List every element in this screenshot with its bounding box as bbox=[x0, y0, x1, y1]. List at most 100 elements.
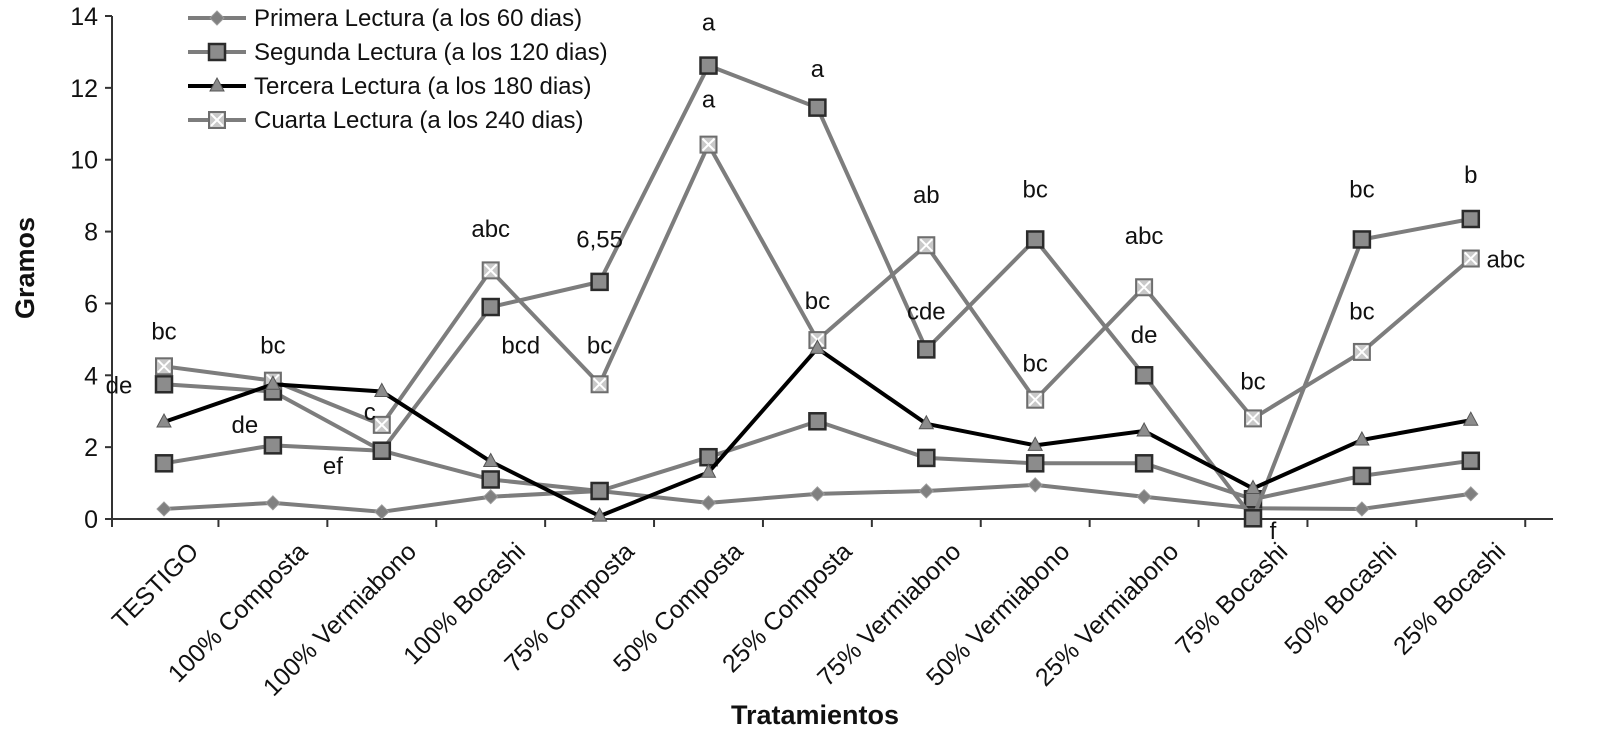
diamond-marker bbox=[809, 486, 826, 502]
x-square-cross bbox=[1028, 393, 1042, 407]
square-marker bbox=[263, 436, 283, 455]
square-marker bbox=[590, 481, 609, 501]
significance-label: a bbox=[702, 87, 716, 114]
triangle-marker bbox=[1462, 411, 1479, 426]
significance-label: bc bbox=[1349, 176, 1374, 203]
legend-item: Cuarta Lectura (a los 240 dias) bbox=[188, 107, 584, 134]
diamond-marker bbox=[156, 501, 172, 517]
significance-label: bcd bbox=[501, 333, 540, 360]
x-square-cross bbox=[210, 113, 224, 127]
triangle-marker bbox=[156, 412, 172, 428]
significance-label: bc bbox=[805, 288, 830, 315]
triangle-marker bbox=[809, 339, 826, 354]
x-tick-label: 75% Bocashi bbox=[1170, 537, 1293, 660]
x-square-cross bbox=[1355, 345, 1369, 359]
square-marker bbox=[699, 447, 718, 467]
series-5 bbox=[154, 56, 1481, 528]
diamond-marker bbox=[482, 489, 499, 505]
square-marker bbox=[1025, 230, 1045, 249]
y-tick-label: 10 bbox=[70, 147, 98, 175]
diamond-marker bbox=[700, 495, 717, 511]
significance-label: abc bbox=[1125, 223, 1164, 250]
triangle-marker bbox=[209, 76, 225, 92]
triangle-marker bbox=[1354, 430, 1370, 446]
diamond-marker bbox=[1354, 501, 1370, 517]
diamond-marker bbox=[209, 10, 225, 26]
x-axis-title: Tratamientos bbox=[731, 700, 899, 730]
x-square-cross bbox=[157, 359, 171, 374]
x-tick-label: TESTIGO bbox=[107, 537, 204, 634]
square-marker bbox=[481, 297, 500, 317]
x-square-cross bbox=[701, 137, 716, 152]
triangle-marker bbox=[482, 452, 499, 468]
diamond-marker bbox=[1463, 486, 1479, 502]
legend-label: Cuarta Lectura (a los 240 dias) bbox=[254, 107, 584, 134]
triangle-marker bbox=[1136, 421, 1152, 437]
significance-label: c bbox=[364, 399, 376, 426]
series-layer bbox=[154, 56, 1481, 528]
significance-label: bc bbox=[587, 333, 612, 360]
significance-label: de bbox=[1131, 322, 1158, 349]
significance-label: abc bbox=[471, 216, 510, 243]
legend: Primera Lectura (a los 60 dias) Segunda L… bbox=[188, 5, 608, 134]
square-marker bbox=[699, 56, 718, 75]
square-marker bbox=[590, 272, 609, 292]
square-marker bbox=[917, 340, 936, 359]
square-marker bbox=[481, 470, 500, 489]
diamond-marker bbox=[374, 504, 390, 520]
x-square-cross bbox=[375, 418, 389, 432]
x-square-cross bbox=[919, 238, 934, 252]
series-3 bbox=[156, 339, 1479, 522]
x-tick-label: 50% Bocashi bbox=[1279, 537, 1402, 660]
y-tick-label: 6 bbox=[84, 290, 98, 318]
triangle-marker bbox=[373, 382, 390, 397]
square-marker bbox=[154, 454, 174, 473]
triangle-marker bbox=[700, 463, 717, 478]
x-tick-label: 25% Bocashi bbox=[1388, 537, 1511, 660]
triangle-marker bbox=[1245, 479, 1261, 494]
series-line bbox=[163, 142, 1473, 427]
significance-label: bc bbox=[1240, 369, 1265, 396]
x-square-cross bbox=[483, 263, 498, 278]
y-tick-label: 12 bbox=[70, 75, 98, 103]
significance-label: bc bbox=[1349, 299, 1374, 326]
square-marker bbox=[808, 412, 827, 431]
square-marker bbox=[1134, 454, 1154, 473]
significance-label: b bbox=[1464, 162, 1477, 189]
y-tick-label: 4 bbox=[84, 362, 98, 390]
significance-label: de bbox=[232, 412, 259, 439]
significance-label: de bbox=[106, 372, 133, 399]
legend-item: Primera Lectura (a los 60 dias) bbox=[188, 5, 582, 32]
significance-label: f bbox=[1270, 518, 1277, 545]
y-tick-label: 2 bbox=[84, 434, 98, 462]
annotation-layer: bcdebcdeefcabcbcd6,55bcaaabcabcdebcbcabc… bbox=[106, 9, 1526, 544]
square-marker bbox=[207, 42, 227, 62]
x-square-cross bbox=[1464, 251, 1478, 266]
triangle-marker bbox=[1027, 436, 1044, 451]
y-tick-label: 0 bbox=[84, 506, 98, 534]
square-marker bbox=[1134, 366, 1154, 385]
y-axis-title: Gramos bbox=[10, 217, 40, 319]
diamond-marker bbox=[265, 495, 281, 511]
diamond-marker bbox=[918, 483, 935, 499]
significance-label: a bbox=[702, 9, 716, 36]
significance-label: ef bbox=[323, 453, 343, 480]
diamond-marker bbox=[1136, 489, 1152, 505]
square-marker bbox=[1461, 451, 1481, 471]
significance-label: ab bbox=[913, 182, 940, 209]
significance-label: a bbox=[811, 56, 825, 83]
legend-label: Tercera Lectura (a los 180 dias) bbox=[254, 73, 592, 100]
legend-label: Primera Lectura (a los 60 dias) bbox=[254, 5, 582, 32]
diamond-marker bbox=[1027, 477, 1043, 493]
square-marker bbox=[1352, 466, 1372, 486]
significance-label: 6,55 bbox=[576, 227, 623, 254]
square-marker bbox=[808, 98, 827, 117]
legend-item: Segunda Lectura (a los 120 dias) bbox=[188, 39, 608, 66]
significance-label: abc bbox=[1486, 247, 1525, 274]
legend-label: Segunda Lectura (a los 120 dias) bbox=[254, 39, 608, 66]
square-marker bbox=[154, 375, 174, 394]
square-marker bbox=[1025, 454, 1045, 473]
significance-label: bc bbox=[1023, 176, 1048, 203]
